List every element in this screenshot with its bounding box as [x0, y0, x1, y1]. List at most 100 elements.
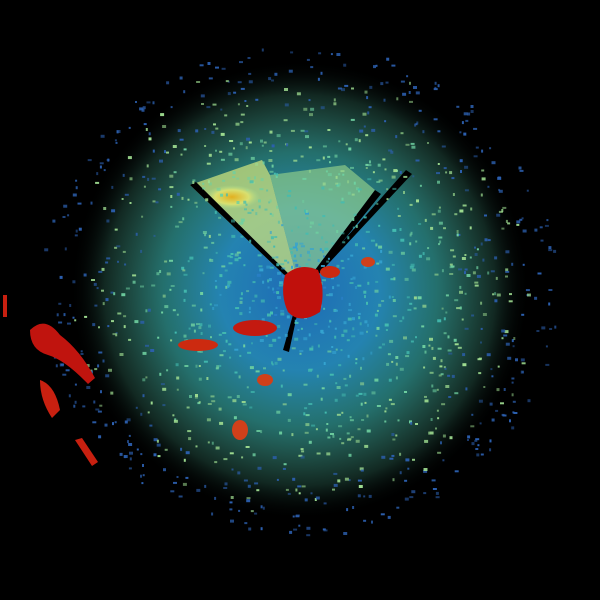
echo-pixel: [381, 300, 385, 302]
echo-pixel: [498, 189, 503, 193]
echo-pixel: [188, 327, 191, 330]
echo-pixel: [128, 434, 131, 437]
echo-pixel: [181, 196, 184, 200]
echo-pixel: [97, 410, 102, 413]
echo-pixel: [496, 213, 501, 217]
echo-pixel: [381, 455, 386, 459]
echo-pixel: [409, 203, 413, 206]
echo-pixel: [259, 339, 264, 342]
echo-pixel: [527, 293, 531, 297]
echo-pixel: [347, 236, 350, 240]
echo-pixel: [501, 413, 505, 416]
echo-pixel: [454, 343, 459, 346]
echo-pixel: [410, 142, 415, 145]
echo-pixel: [295, 514, 300, 517]
echo-pixel: [58, 321, 63, 324]
echo-pixel: [176, 376, 180, 380]
echo-pixel: [276, 478, 279, 481]
echo-pixel: [111, 320, 114, 323]
echo-pixel: [247, 57, 251, 59]
echo-pixel: [240, 121, 244, 124]
echo-pixel: [219, 421, 224, 425]
line-cell: [75, 438, 98, 466]
echo-pixel: [541, 326, 546, 330]
echo-pixel: [469, 256, 472, 259]
echo-pixel: [80, 350, 83, 353]
echo-pixel: [431, 213, 436, 216]
echo-pixel: [321, 236, 324, 240]
echo-pixel: [511, 426, 515, 430]
echo-pixel: [505, 219, 508, 223]
echo-pixel: [464, 189, 469, 192]
echo-pixel: [272, 291, 276, 294]
echo-pixel: [123, 315, 127, 318]
echo-pixel: [437, 451, 442, 454]
echo-pixel: [357, 188, 362, 191]
echo-pixel: [262, 506, 265, 510]
echo-pixel: [181, 266, 185, 270]
echo-pixel: [276, 134, 281, 138]
echo-pixel: [378, 224, 381, 227]
echo-pixel: [342, 173, 345, 176]
echo-pixel: [355, 362, 358, 365]
echo-pixel: [163, 468, 166, 472]
echo-pixel: [291, 433, 294, 437]
echo-pixel: [166, 272, 171, 276]
echo-pixel: [254, 294, 258, 298]
echo-pixel: [132, 280, 136, 284]
echo-pixel: [335, 382, 338, 385]
echo-pixel: [445, 171, 448, 174]
echo-pixel: [129, 202, 132, 204]
echo-pixel: [473, 127, 478, 130]
echo-pixel: [308, 403, 313, 405]
echo-pixel: [438, 374, 442, 377]
echo-pixel: [276, 173, 279, 177]
echo-pixel: [304, 209, 307, 213]
echo-pixel: [350, 254, 354, 257]
echo-pixel: [318, 52, 322, 55]
echo-pixel: [210, 395, 215, 398]
echo-pixel: [347, 180, 350, 184]
echo-pixel: [230, 253, 234, 255]
echo-pixel: [215, 66, 219, 69]
echo-pixel: [59, 363, 64, 367]
echo-pixel: [359, 322, 362, 326]
echo-pixel: [94, 304, 98, 307]
echo-pixel: [269, 212, 272, 215]
echo-pixel: [233, 416, 237, 420]
echo-pixel: [436, 388, 439, 391]
echo-pixel: [262, 280, 265, 284]
echo-pixel: [429, 431, 434, 435]
echo-pixel: [402, 92, 407, 96]
echo-pixel: [343, 321, 347, 325]
echo-pixel: [147, 411, 150, 414]
echo-pixel: [309, 248, 314, 250]
echo-pixel: [470, 110, 474, 113]
echo-pixel: [74, 400, 77, 404]
echo-pixel: [277, 336, 281, 339]
echo-pixel: [501, 227, 505, 230]
echo-pixel: [478, 357, 482, 360]
echo-pixel: [397, 207, 400, 210]
echo-pixel: [472, 271, 476, 275]
echo-pixel: [244, 100, 247, 102]
echo-pixel: [304, 431, 309, 434]
echo-pixel: [344, 384, 348, 387]
echo-pixel: [390, 150, 394, 154]
echo-pixel: [377, 163, 381, 167]
echo-pixel: [285, 488, 289, 491]
echo-pixel: [456, 230, 459, 233]
echo-pixel: [474, 253, 478, 256]
echo-pixel: [495, 409, 499, 412]
echo-pixel: [445, 294, 449, 297]
echo-pixel: [208, 182, 212, 186]
echo-pixel: [250, 510, 254, 513]
echo-pixel: [431, 384, 434, 388]
echo-pixel: [391, 175, 396, 179]
echo-pixel: [380, 249, 383, 253]
echo-pixel: [185, 451, 190, 455]
echo-pixel: [300, 129, 305, 132]
echo-pixel: [169, 174, 174, 178]
echo-pixel: [480, 193, 483, 197]
echo-pixel: [327, 436, 331, 439]
